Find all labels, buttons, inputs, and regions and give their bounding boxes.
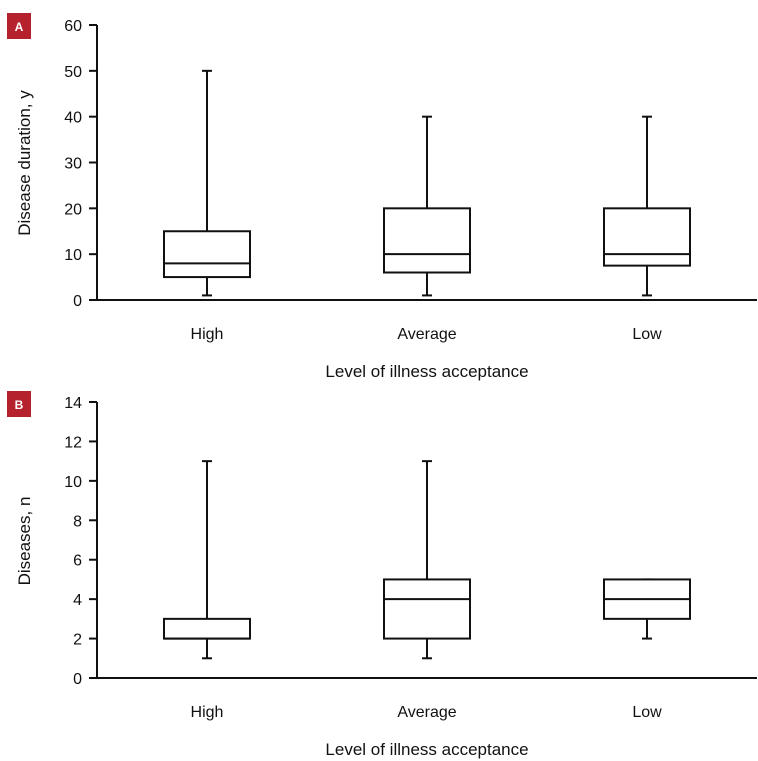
panel-a-y-tick-label: 50 [64, 64, 82, 81]
panel-b-y-tick-label: 8 [73, 513, 82, 530]
panel-b-y-tick-label: 0 [73, 671, 82, 688]
panel-b-y-tick-label: 10 [64, 474, 82, 491]
panel-a-y-axis-title: Disease duration, y [15, 90, 34, 236]
panel-a-label-badge [7, 13, 31, 39]
panel-a-x-tick-label: High [191, 326, 224, 343]
panel-b-label-badge [7, 391, 31, 417]
panel-b-plot-area: 0 2 4 6 8 10 12 14 High Average Low [64, 395, 757, 721]
panel-b-y-tick-label: 6 [73, 553, 82, 570]
panel-a-box-high [163, 69, 251, 297]
panel-b-box-low [603, 578, 691, 640]
panel-b-x-tick-label: Low [632, 704, 662, 721]
panel-b-y-tick-label: 4 [73, 592, 82, 609]
panel-b-x-tick-label: High [191, 704, 224, 721]
panel-a-x-tick-label: Low [632, 326, 662, 343]
iqr-box [383, 207, 471, 274]
panel-a-y-tick-label: 0 [73, 293, 82, 310]
panel-b-y-axis-title: Diseases, n [15, 497, 34, 586]
panel-a-y-tick-label: 40 [64, 110, 82, 127]
panel-a-x-tick-label: Average [397, 326, 456, 343]
panel-b-y-tick-label: 2 [73, 632, 82, 649]
panel-b: B Diseases, n Level of illness acceptanc… [7, 391, 757, 759]
panel-b-label: B [15, 398, 24, 412]
panel-b-box-high [163, 460, 251, 660]
panel-a-label: A [15, 20, 24, 34]
panel-b-x-tick-label: Average [397, 704, 456, 721]
panel-a-y-tick-label: 20 [64, 201, 82, 218]
panel-a-box-low [603, 115, 691, 297]
panel-b-y-tick-label: 12 [64, 434, 82, 451]
panel-a: A Disease duration, y Level of illness a… [7, 13, 757, 381]
iqr-box [383, 578, 471, 640]
panel-b-x-axis-title: Level of illness acceptance [325, 740, 528, 759]
panel-a-box-average [383, 115, 471, 297]
panel-a-y-tick-label: 30 [64, 156, 82, 173]
iqr-box [603, 207, 691, 267]
iqr-box [163, 230, 251, 279]
iqr-box [163, 617, 251, 640]
panel-a-y-tick-label: 60 [64, 18, 82, 35]
panel-a-x-axis-title: Level of illness acceptance [325, 362, 528, 381]
panel-b-y-tick-label: 14 [64, 395, 82, 412]
panel-a-plot-area: 0 10 20 30 40 50 60 High Average Low [64, 18, 757, 343]
panel-b-box-average [383, 460, 471, 660]
panel-a-y-tick-label: 10 [64, 247, 82, 264]
